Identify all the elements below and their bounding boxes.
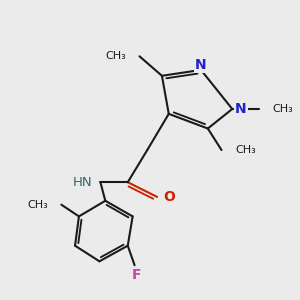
Text: CH₃: CH₃ — [27, 200, 48, 210]
Text: CH₃: CH₃ — [105, 51, 126, 61]
Text: F: F — [132, 268, 141, 282]
Text: N: N — [235, 102, 247, 116]
Text: O: O — [163, 190, 175, 204]
Text: N: N — [195, 58, 207, 72]
Text: CH₃: CH₃ — [272, 104, 293, 114]
Text: HN: HN — [73, 176, 93, 189]
Text: CH₃: CH₃ — [235, 145, 256, 155]
